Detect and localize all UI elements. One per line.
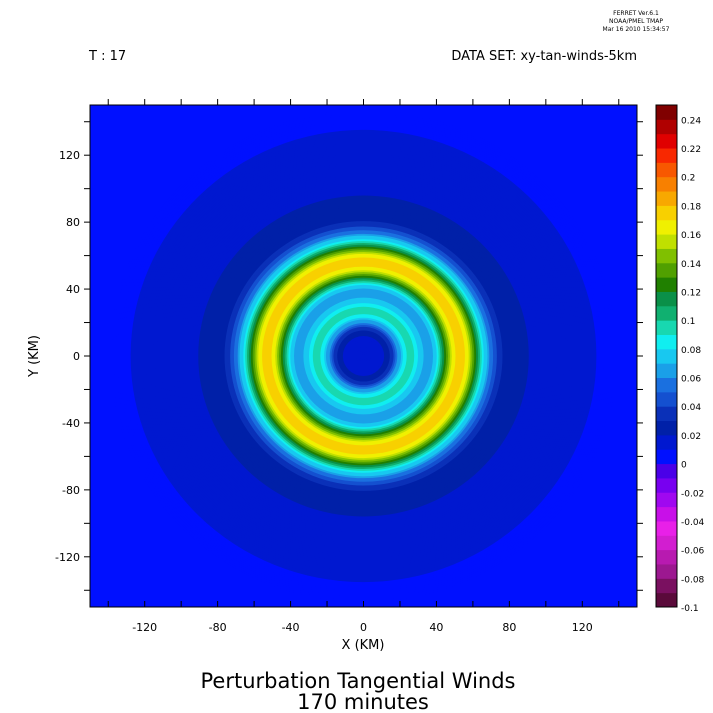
colorbar-tick-label: 0.02 xyxy=(681,432,701,442)
colorbar-tick-label: 0.24 xyxy=(681,116,701,126)
colorbar-swatch xyxy=(656,320,677,335)
colorbar-swatch xyxy=(656,406,677,422)
colorbar-swatch xyxy=(656,348,677,364)
colorbar-swatch xyxy=(656,506,677,522)
colorbar-swatch xyxy=(656,205,677,221)
x-tick-label: 120 xyxy=(572,621,593,634)
colorbar-tick-label: 0.1 xyxy=(681,317,695,327)
colorbar-swatch xyxy=(656,549,677,565)
dataset-label: DATA SET: xy-tan-winds-5km xyxy=(451,49,637,64)
colorbar-tick-label: 0.18 xyxy=(681,202,701,212)
colorbar-swatch xyxy=(656,592,677,608)
colorbar-swatch xyxy=(656,248,677,264)
colorbar-tick-label: -0.02 xyxy=(681,489,704,499)
colorbar-swatch xyxy=(656,219,677,235)
colorbar-swatch xyxy=(656,148,677,163)
colorbar-swatch xyxy=(656,363,677,379)
y-tick-label: 40 xyxy=(66,283,80,296)
colorbar-tick-label: 0.12 xyxy=(681,288,701,298)
colorbar-swatch xyxy=(656,477,677,493)
colorbar-swatch xyxy=(656,176,677,192)
colorbar-swatch xyxy=(656,191,677,206)
ferret-org: NOAA/PMEL TMAP xyxy=(609,18,663,25)
colorbar-swatch xyxy=(656,535,677,551)
colorbar-swatch xyxy=(656,563,677,579)
x-tick-label: -80 xyxy=(209,621,227,634)
colorbar-swatch xyxy=(656,133,677,149)
colorbar-swatch xyxy=(656,277,677,292)
colorbar-tick-label: 0.06 xyxy=(681,375,701,385)
y-tick-label: -80 xyxy=(62,484,80,497)
axes: -120 -80 -40 0 40 80 120 120 80 40 0 -40 -80 -120 xyxy=(55,99,643,634)
colorbar-swatch xyxy=(656,391,677,407)
y-tick-label: -120 xyxy=(55,551,80,564)
colorbar-tick-label: 0 xyxy=(681,461,687,471)
colorbar-tick-label: 0.14 xyxy=(681,260,701,270)
colorbar-tick-label: 0.2 xyxy=(681,174,695,184)
colorbar-swatch xyxy=(656,262,677,278)
colorbar-tick-label: 0.22 xyxy=(681,145,701,155)
colorbar-swatch xyxy=(656,162,677,178)
field-band xyxy=(361,354,366,358)
colorbar-swatch xyxy=(656,520,677,536)
y-tick-label: 0 xyxy=(73,350,80,363)
colorbar-swatch xyxy=(656,234,677,249)
y-tick-label: 120 xyxy=(59,149,80,162)
y-tick-label: 80 xyxy=(66,216,80,229)
time-label: T : 17 xyxy=(88,49,126,64)
colorbar-tick-label: 0.04 xyxy=(681,403,701,413)
x-tick-label: 80 xyxy=(502,621,516,634)
colorbar-swatch xyxy=(656,334,677,350)
chart-title: Perturbation Tangential Winds xyxy=(201,669,516,693)
colorbar: 0.24 0.22 0.2 0.18 0.16 0.14 0.12 0.1 0.08 0.06 0.… xyxy=(655,104,705,614)
x-tick-label: -40 xyxy=(282,621,300,634)
colorbar-swatch xyxy=(656,420,677,436)
ferret-version: FERRET Ver.6.1 xyxy=(613,10,659,17)
colorbar-swatch xyxy=(656,449,677,465)
x-tick-label: -120 xyxy=(132,621,157,634)
x-tick-label: 40 xyxy=(429,621,443,634)
colorbar-tick-label: 0.08 xyxy=(681,346,701,356)
colorbar-swatch xyxy=(656,291,677,307)
x-axis-label: X (KM) xyxy=(342,638,385,653)
colorbar-swatch xyxy=(656,578,677,594)
y-axis-label: Y (KM) xyxy=(27,335,42,378)
colorbar-tick-label: -0.1 xyxy=(681,604,699,614)
chart-subtitle: 170 minutes xyxy=(297,690,429,713)
colorbar-tick-label: 0.16 xyxy=(681,231,701,241)
colorbar-swatch xyxy=(656,377,677,393)
colorbar-swatch xyxy=(656,105,677,120)
colorbar-swatch xyxy=(656,434,677,450)
colorbar-swatch xyxy=(656,463,677,479)
x-tick-label: 0 xyxy=(360,621,367,634)
colorbar-tick-label: -0.04 xyxy=(681,518,705,528)
y-tick-label: -40 xyxy=(62,417,80,430)
ferret-timestamp: Mar 16 2010 15:34:57 xyxy=(603,26,670,33)
colorbar-tick-label: -0.06 xyxy=(681,547,705,557)
colorbar-frame xyxy=(655,104,678,608)
plot-area xyxy=(90,105,637,607)
colorbar-swatch xyxy=(656,305,677,321)
colorbar-tick-label: -0.08 xyxy=(681,575,705,585)
colorbar-swatch xyxy=(656,119,677,135)
colorbar-swatch xyxy=(656,492,677,508)
